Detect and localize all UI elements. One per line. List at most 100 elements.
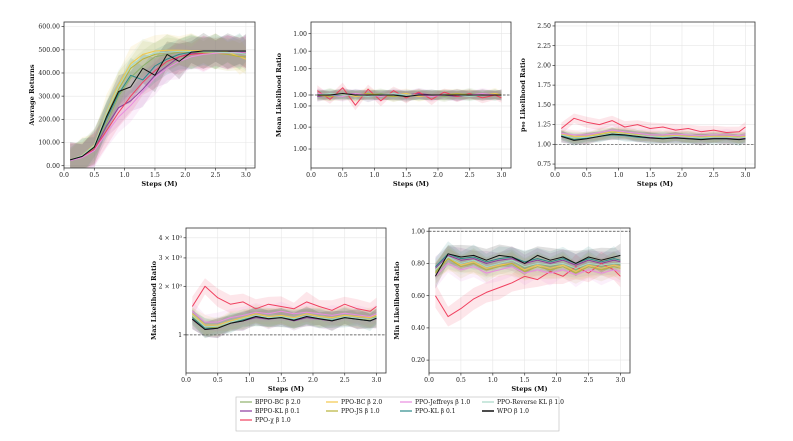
y-tick-label: 2.50 bbox=[537, 23, 551, 30]
y-tick-label: 2 × 10⁰ bbox=[159, 283, 183, 290]
x-tick-label: 3.0 bbox=[497, 172, 507, 179]
y-tick-label: 100.00 bbox=[38, 140, 60, 147]
x-tick-label: 1.0 bbox=[488, 377, 498, 384]
y-tick-label: 1.75 bbox=[537, 82, 551, 89]
y-axis-label: p₉₀ Likelihood Ratio bbox=[519, 57, 527, 132]
series-line-ppo_bc bbox=[435, 258, 621, 272]
series-line-wpo bbox=[434, 253, 621, 277]
legend-label: PPO-χ β 1.0 bbox=[255, 417, 291, 424]
y-axis-label: Mean Likelihood Ratio bbox=[275, 52, 283, 137]
x-axis-label: Steps (M) bbox=[637, 180, 673, 188]
y-tick-label: 1.00 bbox=[537, 141, 551, 148]
legend-label: PPO-JS β 1.0 bbox=[341, 408, 380, 415]
band-bppo_bc bbox=[192, 306, 377, 339]
legend-item-wpo: WPO β 1.0 bbox=[482, 408, 529, 415]
y-tick-label: 2.25 bbox=[537, 43, 551, 50]
x-tick-label: 0.5 bbox=[89, 172, 99, 179]
plot-area bbox=[434, 241, 621, 327]
y-axis-label: Min Likelihood Ratio bbox=[393, 261, 401, 340]
legend-item-ppo_jeffreys: PPO-Jeffreys β 1.0 bbox=[400, 399, 470, 406]
x-tick-label: 0.0 bbox=[181, 377, 191, 384]
panel-min-lr: 0.0 0.5 1.0 1.5 2.0 2.5 3.0 0.20 0.40 0.60 0.80 1.0… bbox=[393, 227, 631, 393]
y-tick-label: 4 × 10⁰ bbox=[159, 235, 183, 242]
x-tick-label: 1.5 bbox=[401, 172, 411, 179]
y-tick-label: 1.00 bbox=[293, 103, 307, 110]
x-tick-label: 2.5 bbox=[584, 377, 594, 384]
x-tick-label: 1.5 bbox=[645, 172, 655, 179]
x-tick-label: 2.0 bbox=[308, 377, 318, 384]
y-tick-label: 1 bbox=[178, 332, 182, 339]
series-line-ppo_rkl bbox=[435, 256, 621, 271]
x-tick-label: 2.5 bbox=[465, 172, 475, 179]
series-line-ppo_rkl bbox=[317, 93, 502, 97]
y-tick-label: 1.25 bbox=[537, 122, 551, 129]
y-tick-label: 200.00 bbox=[38, 116, 60, 123]
y-tick-label: 600.00 bbox=[38, 24, 60, 31]
legend-item-bppo_kl: BPPO-KL β 0.1 bbox=[240, 408, 300, 415]
panel-avg-returns: 0.0 0.5 1.0 1.5 2.0 2.5 3.0 0.00 100.00 200.00 300… bbox=[28, 21, 256, 188]
axes-frame bbox=[554, 21, 756, 169]
x-tick-label: 0.0 bbox=[424, 377, 434, 384]
band-ppo_js bbox=[192, 307, 377, 337]
band-wpo bbox=[70, 32, 246, 168]
legend-item-ppo_js: PPO-JS β 1.0 bbox=[326, 408, 380, 415]
x-tick-label: 2.5 bbox=[211, 172, 221, 179]
legend-label: BPPO-BC β 2.0 bbox=[255, 399, 301, 406]
x-tick-label: 2.0 bbox=[433, 172, 443, 179]
panel-p90-lr: 0.0 0.5 1.0 1.5 2.0 2.5 3.0 0.75 1.00 1.25 1.50 1.7… bbox=[519, 21, 756, 188]
series-line-wpo bbox=[191, 316, 377, 330]
legend-frame bbox=[235, 396, 560, 432]
y-tick-label: 0.60 bbox=[411, 293, 425, 300]
y-tick-label: 0.75 bbox=[537, 161, 551, 168]
y-tick-label: 1.50 bbox=[537, 102, 551, 109]
legend-item-ppo_bc: PPO-BC β 2.0 bbox=[326, 399, 382, 406]
plot-area bbox=[317, 82, 502, 111]
x-tick-label: 2.0 bbox=[180, 172, 190, 179]
legend-label: BPPO-KL β 0.1 bbox=[255, 408, 300, 415]
series-line-bppo_kl bbox=[435, 254, 621, 269]
y-tick-label: 1.00 bbox=[293, 124, 307, 131]
legend-item-ppo_chi: PPO-χ β 1.0 bbox=[240, 417, 291, 424]
x-tick-label: 2.5 bbox=[709, 172, 719, 179]
x-tick-label: 0.0 bbox=[306, 172, 316, 179]
series-line-ppo_jeffreys bbox=[69, 51, 246, 162]
axes-frame bbox=[428, 227, 631, 374]
x-tick-label: 2.5 bbox=[340, 377, 350, 384]
band-ppo_rkl bbox=[192, 306, 377, 336]
y-tick-label: 1.00 bbox=[293, 66, 307, 73]
band-ppo_jeffreys bbox=[70, 35, 246, 168]
y-tick-label: 2.00 bbox=[537, 63, 551, 70]
legend-item-ppo_kl: PPO-KL β 0.1 bbox=[400, 408, 456, 415]
band-wpo bbox=[192, 306, 377, 338]
legend-label: PPO-Jeffreys β 1.0 bbox=[415, 399, 470, 406]
y-tick-label: 1.00 bbox=[411, 228, 425, 235]
panel-max-lr: 0.0 0.5 1.0 1.5 2.0 2.5 3.0 1 2 × 10⁰ 3 × 10⁰ 4 × … bbox=[150, 227, 387, 393]
plot-area bbox=[69, 32, 247, 168]
x-tick-label: 1.5 bbox=[276, 377, 286, 384]
series-line-wpo bbox=[317, 93, 502, 97]
x-axis-label: Steps (M) bbox=[511, 385, 547, 393]
x-tick-label: 0.5 bbox=[338, 172, 348, 179]
y-tick-label: 0.40 bbox=[411, 325, 425, 332]
series-line-ppo_jeffreys bbox=[435, 262, 621, 277]
y-tick-label: 1.00 bbox=[293, 31, 307, 38]
legend-label: PPO-BC β 2.0 bbox=[341, 399, 382, 406]
x-tick-label: 0.5 bbox=[582, 172, 592, 179]
legend-item-ppo_rkl: PPO-Reverse KL β 1.0 bbox=[482, 399, 564, 406]
x-tick-label: 1.0 bbox=[370, 172, 380, 179]
series-line-ppo_chi bbox=[560, 117, 746, 133]
axes-frame bbox=[63, 21, 256, 169]
y-tick-label: 0.80 bbox=[411, 261, 425, 268]
y-tick-label: 1.00 bbox=[293, 48, 307, 55]
y-tick-label: 3 × 10⁰ bbox=[159, 255, 183, 262]
legend: BPPO-BC β 2.0 PPO-BC β 2.0 PPO-Jeffreys β … bbox=[235, 396, 564, 432]
band-ppo_bc bbox=[192, 304, 377, 336]
x-tick-label: 0.5 bbox=[456, 377, 466, 384]
band-ppo_kl bbox=[435, 241, 621, 276]
y-axis-label: Average Returns bbox=[28, 64, 36, 127]
x-tick-label: 1.5 bbox=[520, 377, 530, 384]
x-axis-label: Steps (M) bbox=[268, 385, 304, 393]
y-tick-label: 500.00 bbox=[38, 47, 60, 54]
x-axis-label: Steps (M) bbox=[393, 180, 429, 188]
